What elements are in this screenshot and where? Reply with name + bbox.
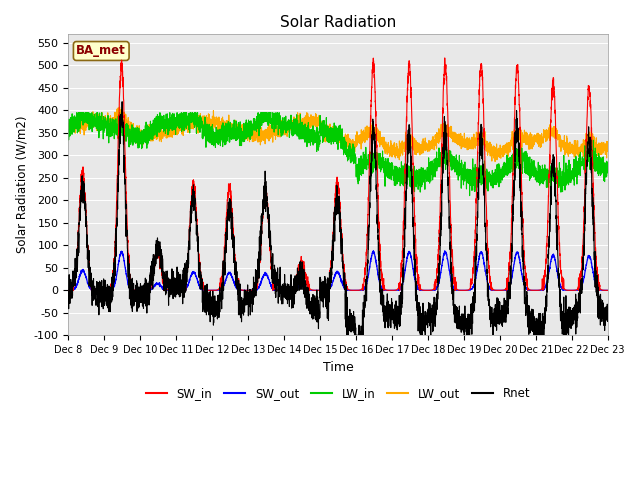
X-axis label: Time: Time [323, 360, 353, 373]
Y-axis label: Solar Radiation (W/m2): Solar Radiation (W/m2) [15, 116, 28, 253]
Title: Solar Radiation: Solar Radiation [280, 15, 396, 30]
Text: BA_met: BA_met [76, 45, 126, 58]
Legend: SW_in, SW_out, LW_in, LW_out, Rnet: SW_in, SW_out, LW_in, LW_out, Rnet [141, 382, 535, 405]
